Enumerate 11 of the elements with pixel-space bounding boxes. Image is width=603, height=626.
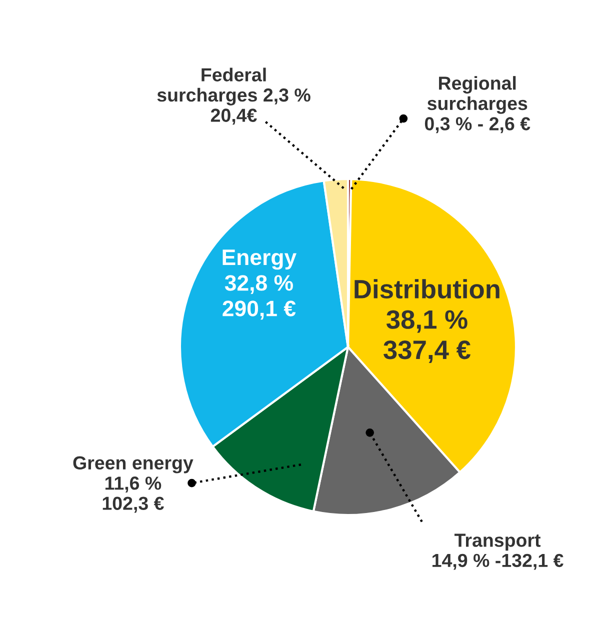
data-label: 38,1 % 337,4 € xyxy=(384,310,471,364)
data-label: 11,6 % 102,3 € xyxy=(102,476,164,513)
data-label: 14,9 % -132,1 € xyxy=(432,554,564,570)
data-label: 32,8 % 290,1 € xyxy=(222,275,296,320)
slice-label: Green energy xyxy=(73,456,194,474)
slice-label: Energy xyxy=(222,250,297,270)
slice-label: Regional surcharges xyxy=(427,76,528,114)
slice-label: Federal surcharges 2,3 % 20,4€ xyxy=(157,68,310,125)
slice-label: Distribution xyxy=(354,279,500,299)
data-label: 0,3 % - 2,6 € xyxy=(424,117,530,134)
slice-label: Transport xyxy=(454,534,541,551)
